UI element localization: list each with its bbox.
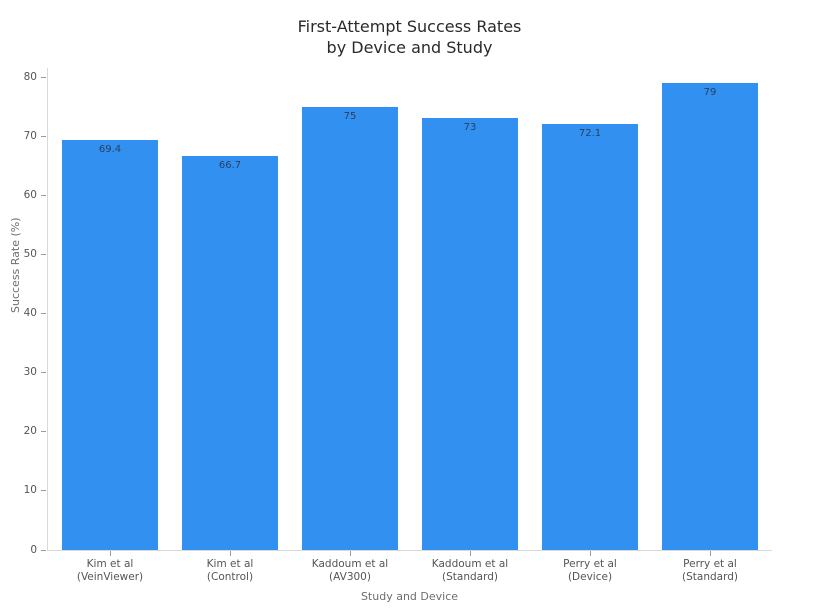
x-tick-mark bbox=[229, 551, 231, 556]
bar: 75 bbox=[302, 106, 398, 550]
y-tick-label: 30 bbox=[23, 366, 37, 379]
bar: 72.1 bbox=[542, 123, 638, 550]
bar-value-label: 66.7 bbox=[218, 159, 242, 171]
y-tick-label: 40 bbox=[23, 307, 37, 319]
y-tick-mark bbox=[41, 490, 46, 492]
y-tick-mark bbox=[41, 76, 46, 78]
y-tick-label: 50 bbox=[23, 247, 37, 260]
y-tick-label: 70 bbox=[23, 129, 37, 142]
bar: 73 bbox=[422, 118, 518, 550]
bar: 66.7 bbox=[182, 155, 278, 550]
y-tick-mark bbox=[41, 135, 46, 137]
y-axis-line bbox=[47, 68, 48, 551]
bar-value-label: 79 bbox=[703, 86, 717, 98]
bar-value-label: 73 bbox=[463, 122, 477, 134]
bar: 79 bbox=[662, 82, 758, 550]
y-tick-mark bbox=[41, 431, 46, 433]
x-tick-label: Kaddoum et al (Standard) bbox=[431, 558, 509, 583]
bar: 69.4 bbox=[62, 139, 158, 550]
y-tick-mark bbox=[41, 372, 46, 374]
y-tick-label: 20 bbox=[23, 425, 37, 438]
y-tick-mark bbox=[41, 549, 46, 551]
bar-value-label: 72.1 bbox=[578, 127, 602, 139]
bar-value-label: 69.4 bbox=[98, 143, 122, 155]
x-tick-label: Kaddoum et al (AV300) bbox=[311, 558, 389, 583]
chart-title: First-Attempt Success Rates by Device an… bbox=[297, 17, 522, 57]
x-tick-label: Perry et al (Device) bbox=[563, 558, 617, 583]
x-tick-label: Kim et al (Control) bbox=[206, 558, 254, 583]
x-axis-line bbox=[47, 550, 772, 551]
x-tick-mark bbox=[349, 551, 351, 556]
x-tick-label: Kim et al (VeinViewer) bbox=[76, 558, 144, 583]
y-tick-mark bbox=[41, 253, 46, 255]
y-tick-mark bbox=[41, 313, 46, 314]
y-tick-label: 0 bbox=[30, 543, 37, 556]
y-tick-mark bbox=[41, 194, 46, 196]
bar-value-label: 75 bbox=[343, 110, 357, 122]
x-axis-title: Study and Device bbox=[360, 590, 459, 603]
x-tick-label: Perry et al (Standard) bbox=[682, 558, 738, 583]
x-tick-mark bbox=[469, 551, 471, 556]
x-tick-mark bbox=[709, 551, 711, 556]
y-axis-title-text: Success Rate (%) bbox=[9, 217, 22, 313]
y-tick-label: 60 bbox=[23, 188, 37, 201]
y-tick-label: 80 bbox=[23, 70, 37, 83]
y-tick-label: 10 bbox=[23, 484, 37, 497]
x-tick-mark bbox=[589, 551, 591, 556]
x-tick-mark bbox=[109, 551, 111, 556]
